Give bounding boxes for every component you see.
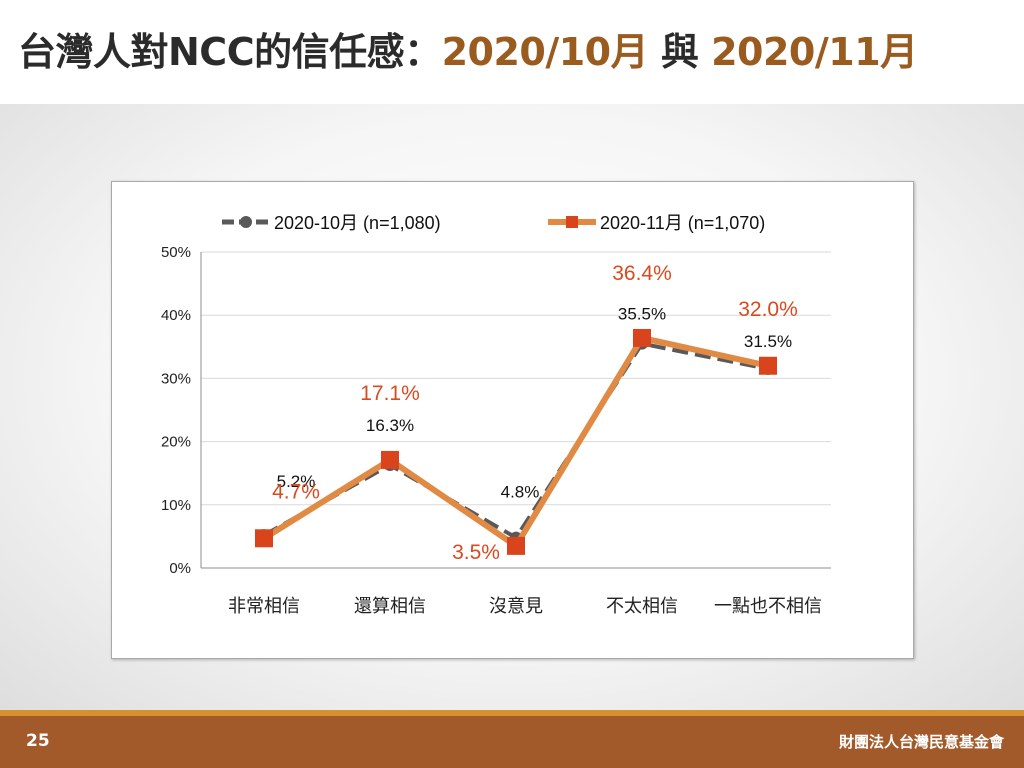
slide-title-date-1: 2020/10月 <box>441 30 649 74</box>
y-tick-label: 0% <box>169 560 191 577</box>
legend-swatch-nov-marker <box>566 216 578 228</box>
legend-swatch-oct-marker <box>240 216 252 228</box>
slide-title-join: 與 <box>660 30 699 74</box>
slide-title: 台灣人對NCC的信任感：2020/10月 與 2020/11月 <box>18 30 918 76</box>
slide-title-date-2: 2020/11月 <box>711 30 918 74</box>
x-category-label: 還算相信 <box>354 596 426 616</box>
y-tick-label: 10% <box>161 497 191 514</box>
y-tick-label: 30% <box>161 370 191 387</box>
data-label-oct: 4.8% <box>501 483 540 502</box>
line-chart: 0% 10% 20% 30% 40% 50% 非常相信 還算相信 沒意見 不太相信 一點也不相信 5.… <box>161 213 831 616</box>
footer-accent-line <box>0 710 1024 716</box>
series-point-nov <box>255 529 273 548</box>
title-bar: 台灣人對NCC的信任感：2020/10月 與 2020/11月 <box>0 0 1024 104</box>
series-point-nov <box>381 450 399 469</box>
legend-label-nov: 2020-11月 (n=1,070) <box>600 213 765 233</box>
y-tick-label: 50% <box>161 244 191 261</box>
chart-frame: 0% 10% 20% 30% 40% 50% 非常相信 還算相信 沒意見 不太相信 一點也不相信 5.… <box>111 181 914 659</box>
page-number: 25 <box>26 731 50 751</box>
slide-title-main: 台灣人對NCC的信任感： <box>18 30 442 74</box>
y-tick-label: 20% <box>161 434 191 451</box>
data-label-nov: 3.5% <box>452 541 500 564</box>
x-category-label: 不太相信 <box>606 596 678 616</box>
data-label-oct: 31.5% <box>744 332 792 351</box>
organization-name: 財團法人台灣民意基金會 <box>838 733 1004 751</box>
x-category-label: 沒意見 <box>489 596 543 616</box>
data-label-nov: 17.1% <box>360 382 420 405</box>
data-label-nov: 36.4% <box>612 262 672 285</box>
series-point-nov <box>507 536 525 555</box>
data-label-nov: 32.0% <box>738 298 798 321</box>
x-category-label: 非常相信 <box>228 596 300 616</box>
series-point-nov <box>759 356 777 375</box>
data-label-oct: 16.3% <box>366 416 414 435</box>
series-point-nov <box>633 328 651 347</box>
data-label-nov: 4.7% <box>272 480 320 503</box>
footer-bar <box>0 716 1024 768</box>
legend-label-oct: 2020-10月 (n=1,080) <box>274 213 441 233</box>
data-label-oct: 5.2% <box>277 472 316 491</box>
series-line-oct <box>263 341 769 540</box>
data-label-oct: 35.5% <box>618 305 666 324</box>
y-tick-label: 40% <box>161 307 191 324</box>
x-category-label: 一點也不相信 <box>714 596 822 616</box>
